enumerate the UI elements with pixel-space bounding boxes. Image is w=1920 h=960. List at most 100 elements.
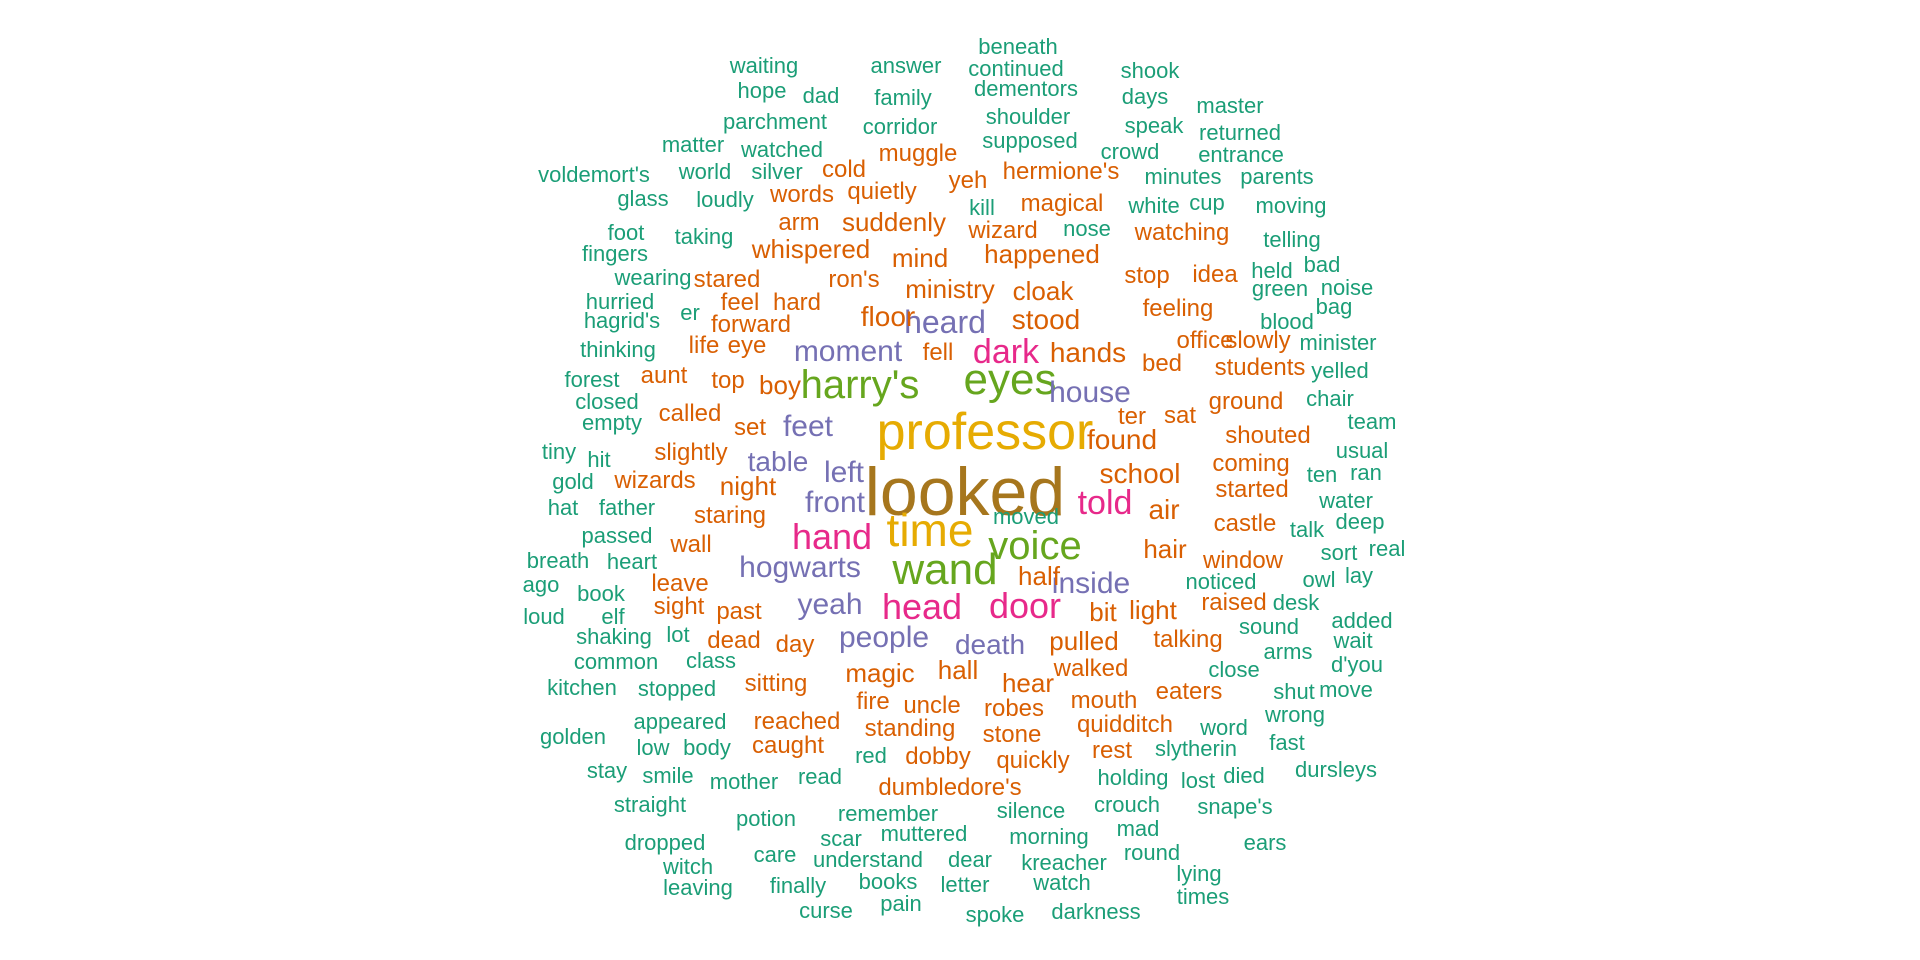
word-wearing: wearing xyxy=(614,265,692,290)
word-fire: fire xyxy=(856,688,890,715)
word-arm: arm xyxy=(778,209,820,236)
word-class: class xyxy=(685,648,737,673)
word-whispered: whispered xyxy=(751,234,871,264)
word-mind: mind xyxy=(891,243,949,273)
word-shouted: shouted xyxy=(1225,422,1311,449)
word-snape-s: snape's xyxy=(1197,794,1273,819)
word-voice: voice xyxy=(988,524,1082,568)
word-coming: coming xyxy=(1212,450,1290,477)
word-wall: wall xyxy=(670,531,712,558)
word-set: set xyxy=(733,414,767,441)
word-head: head xyxy=(881,586,963,627)
word-passed: passed xyxy=(581,523,653,548)
word-dad: dad xyxy=(802,83,840,108)
word-ron-s: ron's xyxy=(828,266,880,293)
word-dobby: dobby xyxy=(905,743,971,770)
word-closed: closed xyxy=(575,389,639,414)
word-bit: bit xyxy=(1089,597,1117,627)
word-kill: kill xyxy=(969,195,995,220)
word-wrong: wrong xyxy=(1265,702,1325,727)
word-ago: ago xyxy=(522,572,560,597)
word-night: night xyxy=(719,471,777,501)
word-house: house xyxy=(1049,376,1131,409)
word-dead: dead xyxy=(707,627,761,654)
word-letter: letter xyxy=(940,872,990,897)
word-dropped: dropped xyxy=(624,830,706,855)
word-stone: stone xyxy=(982,721,1042,748)
word-shook: shook xyxy=(1120,58,1180,83)
word-raised: raised xyxy=(1201,589,1267,616)
word-slightly: slightly xyxy=(654,439,728,466)
word-cold: cold xyxy=(821,156,867,183)
word-looked: looked xyxy=(864,454,1066,530)
word-harry-s: harry's xyxy=(800,363,920,407)
word-deep: deep xyxy=(1335,509,1385,534)
word-father: father xyxy=(598,495,656,520)
word-noise: noise xyxy=(1320,275,1374,300)
word-time: time xyxy=(886,504,974,556)
word-gold: gold xyxy=(552,469,594,494)
word-sight: sight xyxy=(653,593,705,620)
word-slowly: slowly xyxy=(1225,327,1291,354)
word-boy: boy xyxy=(759,370,801,400)
word-added: added xyxy=(1331,608,1393,633)
word-darkness: darkness xyxy=(1051,899,1141,924)
word-telling: telling xyxy=(1263,227,1321,252)
word-crouch: crouch xyxy=(1093,792,1161,817)
word-book: book xyxy=(577,581,625,606)
word-idea: idea xyxy=(1192,261,1238,288)
word-heard: heard xyxy=(904,304,986,340)
word-lost: lost xyxy=(1180,768,1216,793)
word-lay: lay xyxy=(1344,563,1374,588)
word-green: green xyxy=(1251,276,1309,301)
word-master: master xyxy=(1196,93,1264,118)
word-forest: forest xyxy=(564,367,620,392)
word-scar: scar xyxy=(820,826,862,851)
word-desk: desk xyxy=(1272,590,1320,615)
word-moment: moment xyxy=(793,335,903,368)
word-eyes: eyes xyxy=(963,355,1057,404)
word-stop: stop xyxy=(1124,262,1170,289)
word-eaters: eaters xyxy=(1155,678,1223,705)
word-parchment: parchment xyxy=(723,109,827,134)
word-door: door xyxy=(988,585,1062,626)
word-silence: silence xyxy=(996,798,1066,823)
word-wizard: wizard xyxy=(968,217,1038,244)
word-ter: ter xyxy=(1117,403,1147,430)
word-found: found xyxy=(1086,424,1158,455)
word-hand: hand xyxy=(791,516,873,557)
word-inside: inside xyxy=(1051,567,1131,600)
word-close: close xyxy=(1208,657,1260,682)
word-stood: stood xyxy=(1011,304,1081,335)
word-shoulder: shoulder xyxy=(985,104,1071,129)
word-pain: pain xyxy=(880,891,922,916)
word-round: round xyxy=(1123,840,1181,865)
word-eye: eye xyxy=(727,332,767,359)
word-caught: caught xyxy=(751,732,825,759)
word-stopped: stopped xyxy=(637,676,717,701)
word-supposed: supposed xyxy=(982,128,1078,153)
word-yelled: yelled xyxy=(1311,358,1369,383)
word-straight: straight xyxy=(613,792,687,817)
word-smile: smile xyxy=(642,763,694,788)
word-matter: matter xyxy=(661,132,725,157)
word-quietly: quietly xyxy=(847,178,917,205)
word-spoke: spoke xyxy=(965,902,1025,927)
word-top: top xyxy=(711,367,745,394)
word-minutes: minutes xyxy=(1144,164,1222,189)
word-hear: hear xyxy=(1001,668,1055,698)
word-leaving: leaving xyxy=(663,875,733,900)
word-leave: leave xyxy=(651,570,709,597)
word-word: word xyxy=(1200,715,1248,740)
word-mad: mad xyxy=(1116,816,1160,841)
word-blood: blood xyxy=(1260,309,1314,334)
word-understand: understand xyxy=(812,847,924,872)
word-bag: bag xyxy=(1315,294,1353,319)
word-lot: lot xyxy=(666,622,690,647)
word-red: red xyxy=(855,743,887,768)
word-moving: moving xyxy=(1255,193,1327,218)
word-life: life xyxy=(688,332,720,359)
word-dumbledore-s: dumbledore's xyxy=(878,774,1022,801)
word-real: real xyxy=(1368,536,1406,561)
word-talk: talk xyxy=(1289,517,1325,542)
